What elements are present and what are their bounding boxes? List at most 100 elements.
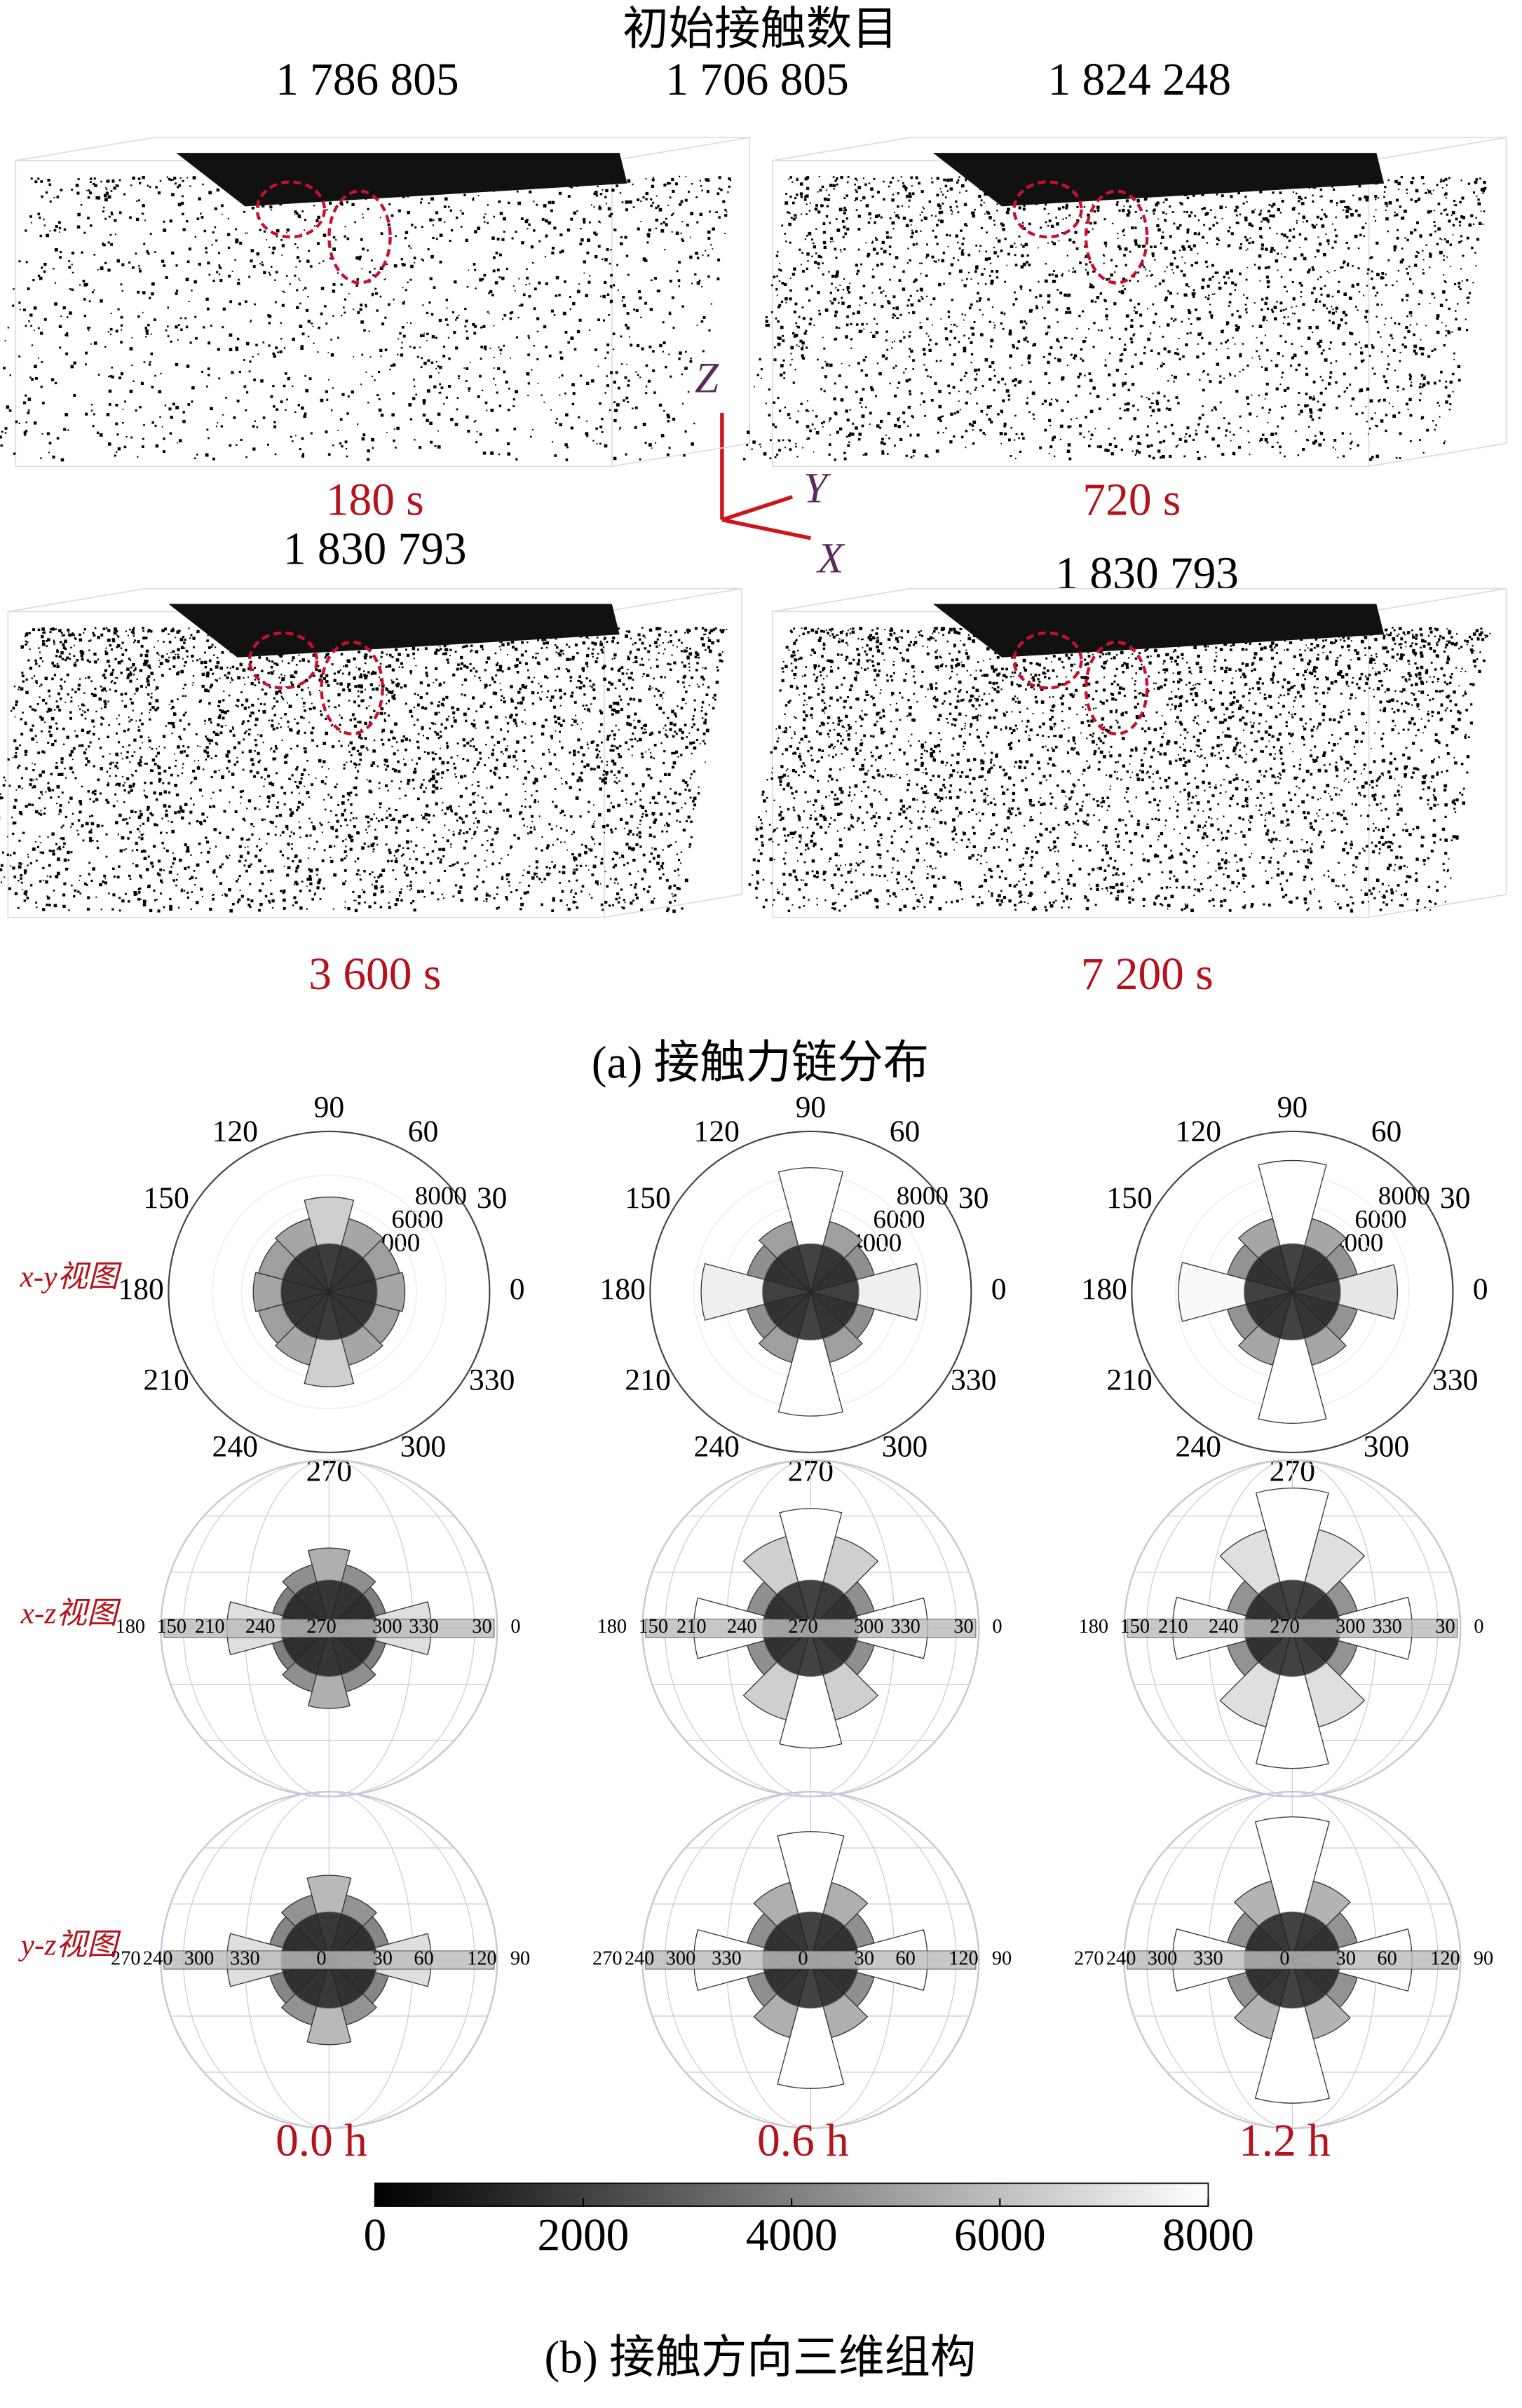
angle-label: 150 [143, 1181, 189, 1215]
count: 1 830 793 [283, 524, 467, 575]
view-label: 90 [992, 1947, 1012, 1969]
top-plate [932, 153, 1385, 207]
core [280, 1243, 378, 1341]
view-label: 0 [1474, 1616, 1483, 1638]
count: 1 786 805 [276, 55, 459, 105]
angle-label: 120 [1176, 1115, 1221, 1148]
axis-label: Z [695, 355, 719, 402]
angle-label: 90 [314, 1090, 345, 1124]
view-label: 90 [1474, 1947, 1493, 1969]
view-label: 0 [992, 1616, 1002, 1638]
view-label: 210 [1158, 1616, 1188, 1638]
rose-petal [1178, 1262, 1294, 1322]
count: 1 706 805 [665, 55, 849, 105]
colorbar-tick-label: 0 [363, 2210, 386, 2261]
rose-petal [1290, 1264, 1398, 1320]
view-label: 210 [677, 1616, 707, 1638]
angle-label: 330 [1432, 1363, 1478, 1397]
time-label: 0.0 h [276, 2116, 367, 2166]
view-label: 330 [409, 1616, 439, 1638]
angle-label: 210 [143, 1363, 189, 1397]
angle-label: 210 [1106, 1363, 1152, 1397]
view-label: 240 [727, 1616, 757, 1638]
axis-icon [720, 412, 811, 540]
rose-petal [1258, 1159, 1327, 1294]
meridian [641, 1460, 979, 1797]
angle-label: 330 [951, 1363, 996, 1397]
view-label: 120 [949, 1947, 979, 1969]
top-plate [932, 604, 1385, 658]
r-tick-label: 8000 [897, 1182, 949, 1211]
highlight [320, 640, 384, 736]
view-label: 270 [111, 1947, 141, 1969]
view-label: 120 [1430, 1947, 1460, 1969]
count: 1 830 793 [1055, 548, 1239, 599]
angle-label: 30 [477, 1181, 508, 1215]
view-label: 180 [116, 1616, 146, 1638]
top-plate [168, 604, 620, 658]
view-label: 300 [372, 1616, 402, 1638]
angle-label: 210 [625, 1363, 670, 1397]
view-label: 30 [1336, 1947, 1356, 1969]
equator-band [163, 1950, 495, 1970]
meridian [160, 1791, 498, 2129]
view-label: 0 [1279, 1947, 1289, 1969]
view-label: 330 [712, 1947, 742, 1969]
polar-frame [168, 1130, 491, 1453]
meridian [160, 1460, 498, 1797]
angle-label: 180 [1081, 1272, 1127, 1306]
angle-label: 90 [1277, 1090, 1308, 1124]
angle-label: 180 [118, 1272, 163, 1306]
view-label: 60 [1377, 1947, 1397, 1969]
meridian [1123, 1791, 1461, 2129]
angle-label: 150 [1106, 1181, 1152, 1215]
equator-band [1127, 1950, 1458, 1970]
axis-label: X [815, 536, 845, 583]
polar-frame [1131, 1130, 1454, 1453]
angle-label: 240 [212, 1430, 258, 1464]
point-cloud [742, 175, 1487, 461]
view-label: 150 [156, 1616, 186, 1638]
meridian [1123, 1460, 1461, 1797]
core [762, 1243, 859, 1341]
view-label: 30 [953, 1616, 973, 1638]
point-cloud [0, 175, 732, 462]
rose-petal [700, 1263, 813, 1321]
top-plate [176, 153, 627, 207]
view-label: 180 [1079, 1616, 1109, 1638]
rose-petal [777, 1958, 845, 2089]
view-label: 150 [638, 1616, 668, 1638]
rose-petal [1255, 1626, 1329, 1769]
row-label: x-y视图 [19, 1260, 122, 1293]
core [1244, 1243, 1341, 1341]
meridian [641, 1791, 979, 2129]
r-tick-label: 6000 [1354, 1205, 1406, 1234]
heading: 初始接触数目 [623, 4, 897, 55]
view-label: 90 [510, 1947, 530, 1969]
time-label: 0.6 h [757, 2116, 849, 2166]
time-label: 720 s [1082, 475, 1181, 526]
point-cloud [0, 627, 728, 913]
view-label: 240 [143, 1947, 173, 1969]
view-label: 180 [597, 1616, 627, 1638]
view-label: 120 [467, 1947, 497, 1969]
equator-band [163, 1619, 495, 1638]
angle-label: 90 [796, 1090, 827, 1124]
caption: (b) 接触方向三维组构 [544, 2333, 976, 2383]
rose-petal [1254, 1816, 1330, 1962]
r-tick-label: 8000 [415, 1182, 467, 1211]
view-label: 30 [855, 1947, 874, 1969]
colorbar-tick-label: 6000 [954, 2210, 1046, 2261]
time-label: 3 600 s [308, 949, 441, 1000]
rose-petal [1255, 1488, 1329, 1631]
highlight [247, 631, 319, 690]
view-label: 330 [1193, 1947, 1223, 1969]
rose-petal [779, 1508, 843, 1631]
angle-label: 180 [599, 1272, 645, 1306]
view-label: 0 [316, 1947, 326, 1969]
view-label: 270 [592, 1947, 623, 1969]
view-label: 270 [1074, 1947, 1104, 1969]
view-label: 300 [1336, 1616, 1366, 1638]
time-label: 7 200 s [1081, 949, 1214, 1000]
